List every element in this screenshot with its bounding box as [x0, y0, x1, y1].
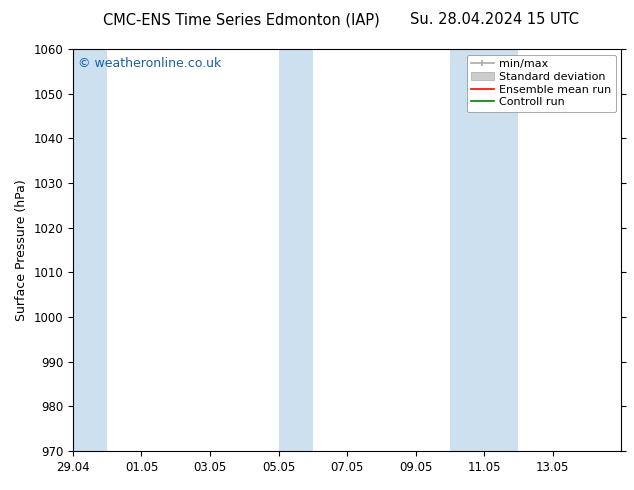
- Text: © weatheronline.co.uk: © weatheronline.co.uk: [79, 57, 222, 70]
- Bar: [450, 49, 519, 451]
- Text: CMC-ENS Time Series Edmonton (IAP): CMC-ENS Time Series Edmonton (IAP): [103, 12, 379, 27]
- Bar: [278, 49, 313, 451]
- Text: Su. 28.04.2024 15 UTC: Su. 28.04.2024 15 UTC: [410, 12, 579, 27]
- Y-axis label: Surface Pressure (hPa): Surface Pressure (hPa): [15, 179, 28, 321]
- Legend: min/max, Standard deviation, Ensemble mean run, Controll run: min/max, Standard deviation, Ensemble me…: [467, 54, 616, 112]
- Bar: [73, 49, 107, 451]
